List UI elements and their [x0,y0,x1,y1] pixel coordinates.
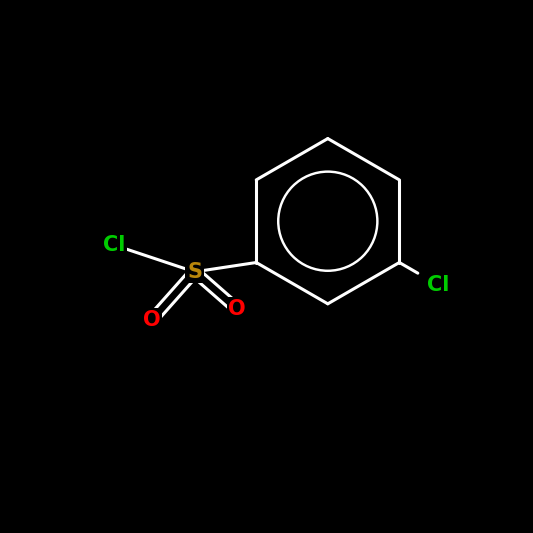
Text: Cl: Cl [427,275,450,295]
Text: Cl: Cl [103,235,126,255]
Text: O: O [228,299,246,319]
Text: S: S [187,262,202,282]
Text: O: O [143,310,161,330]
